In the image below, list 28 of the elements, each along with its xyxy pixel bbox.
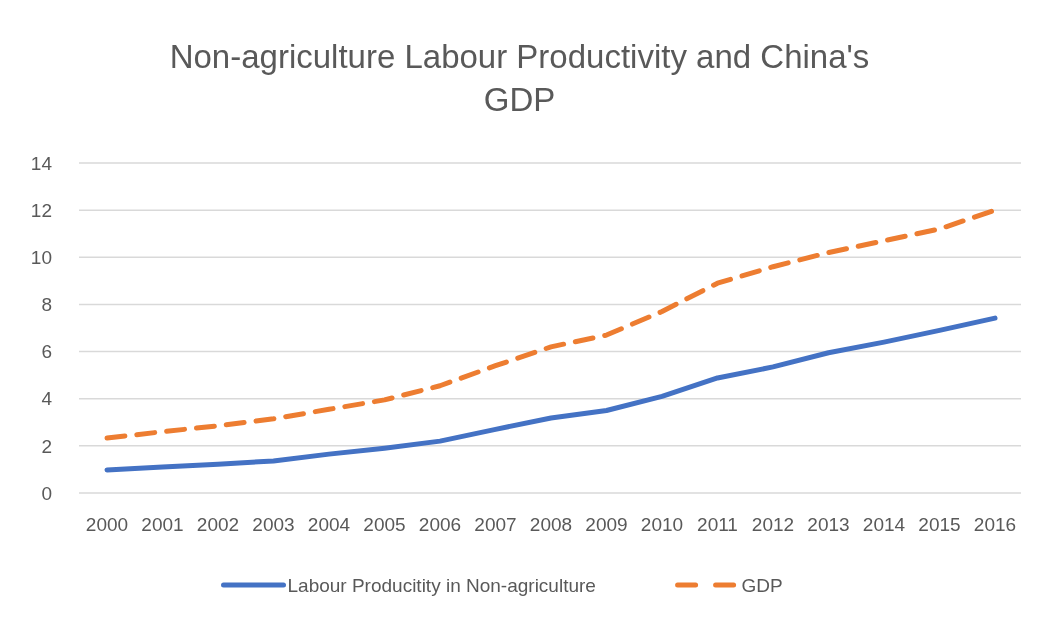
y-tick-label: 10 bbox=[30, 246, 52, 268]
x-tick-label: 2015 bbox=[918, 514, 961, 535]
x-tick-label: 2005 bbox=[363, 514, 406, 535]
x-tick-label: 2008 bbox=[529, 514, 573, 535]
y-tick-label: 8 bbox=[41, 294, 52, 316]
y-tick-label: 12 bbox=[30, 199, 52, 221]
y-tick-label: 14 bbox=[30, 152, 53, 174]
y-tick-label: 2 bbox=[41, 435, 52, 457]
x-tick-label: 2003 bbox=[252, 514, 295, 535]
x-tick-label: 2004 bbox=[307, 514, 351, 535]
x-tick-label: 2002 bbox=[196, 514, 240, 535]
x-tick-label: 2009 bbox=[585, 514, 628, 535]
legend-label: Labour Producitity in Non-agriculture bbox=[287, 574, 596, 596]
y-tick-label: 6 bbox=[41, 341, 52, 363]
x-tick-label: 2007 bbox=[474, 514, 517, 535]
x-tick-label: 2013 bbox=[807, 514, 850, 535]
y-tick-label: 0 bbox=[41, 482, 52, 504]
x-tick-label: 2012 bbox=[751, 514, 795, 535]
chart-title: Non-agriculture Labour Productivity and China's GDP bbox=[169, 38, 870, 118]
x-tick-label: 2006 bbox=[418, 514, 462, 535]
x-tick-label: 2001 bbox=[141, 514, 184, 535]
x-tick-label: 2016 bbox=[973, 514, 1017, 535]
x-tick-label: 2014 bbox=[862, 514, 906, 535]
legend-label: GDP bbox=[741, 574, 783, 596]
x-tick-label: 2000 bbox=[85, 514, 129, 535]
x-tick-label: 2011 bbox=[697, 514, 738, 535]
y-tick-label: 4 bbox=[41, 388, 53, 410]
x-tick-label: 2010 bbox=[640, 514, 684, 535]
